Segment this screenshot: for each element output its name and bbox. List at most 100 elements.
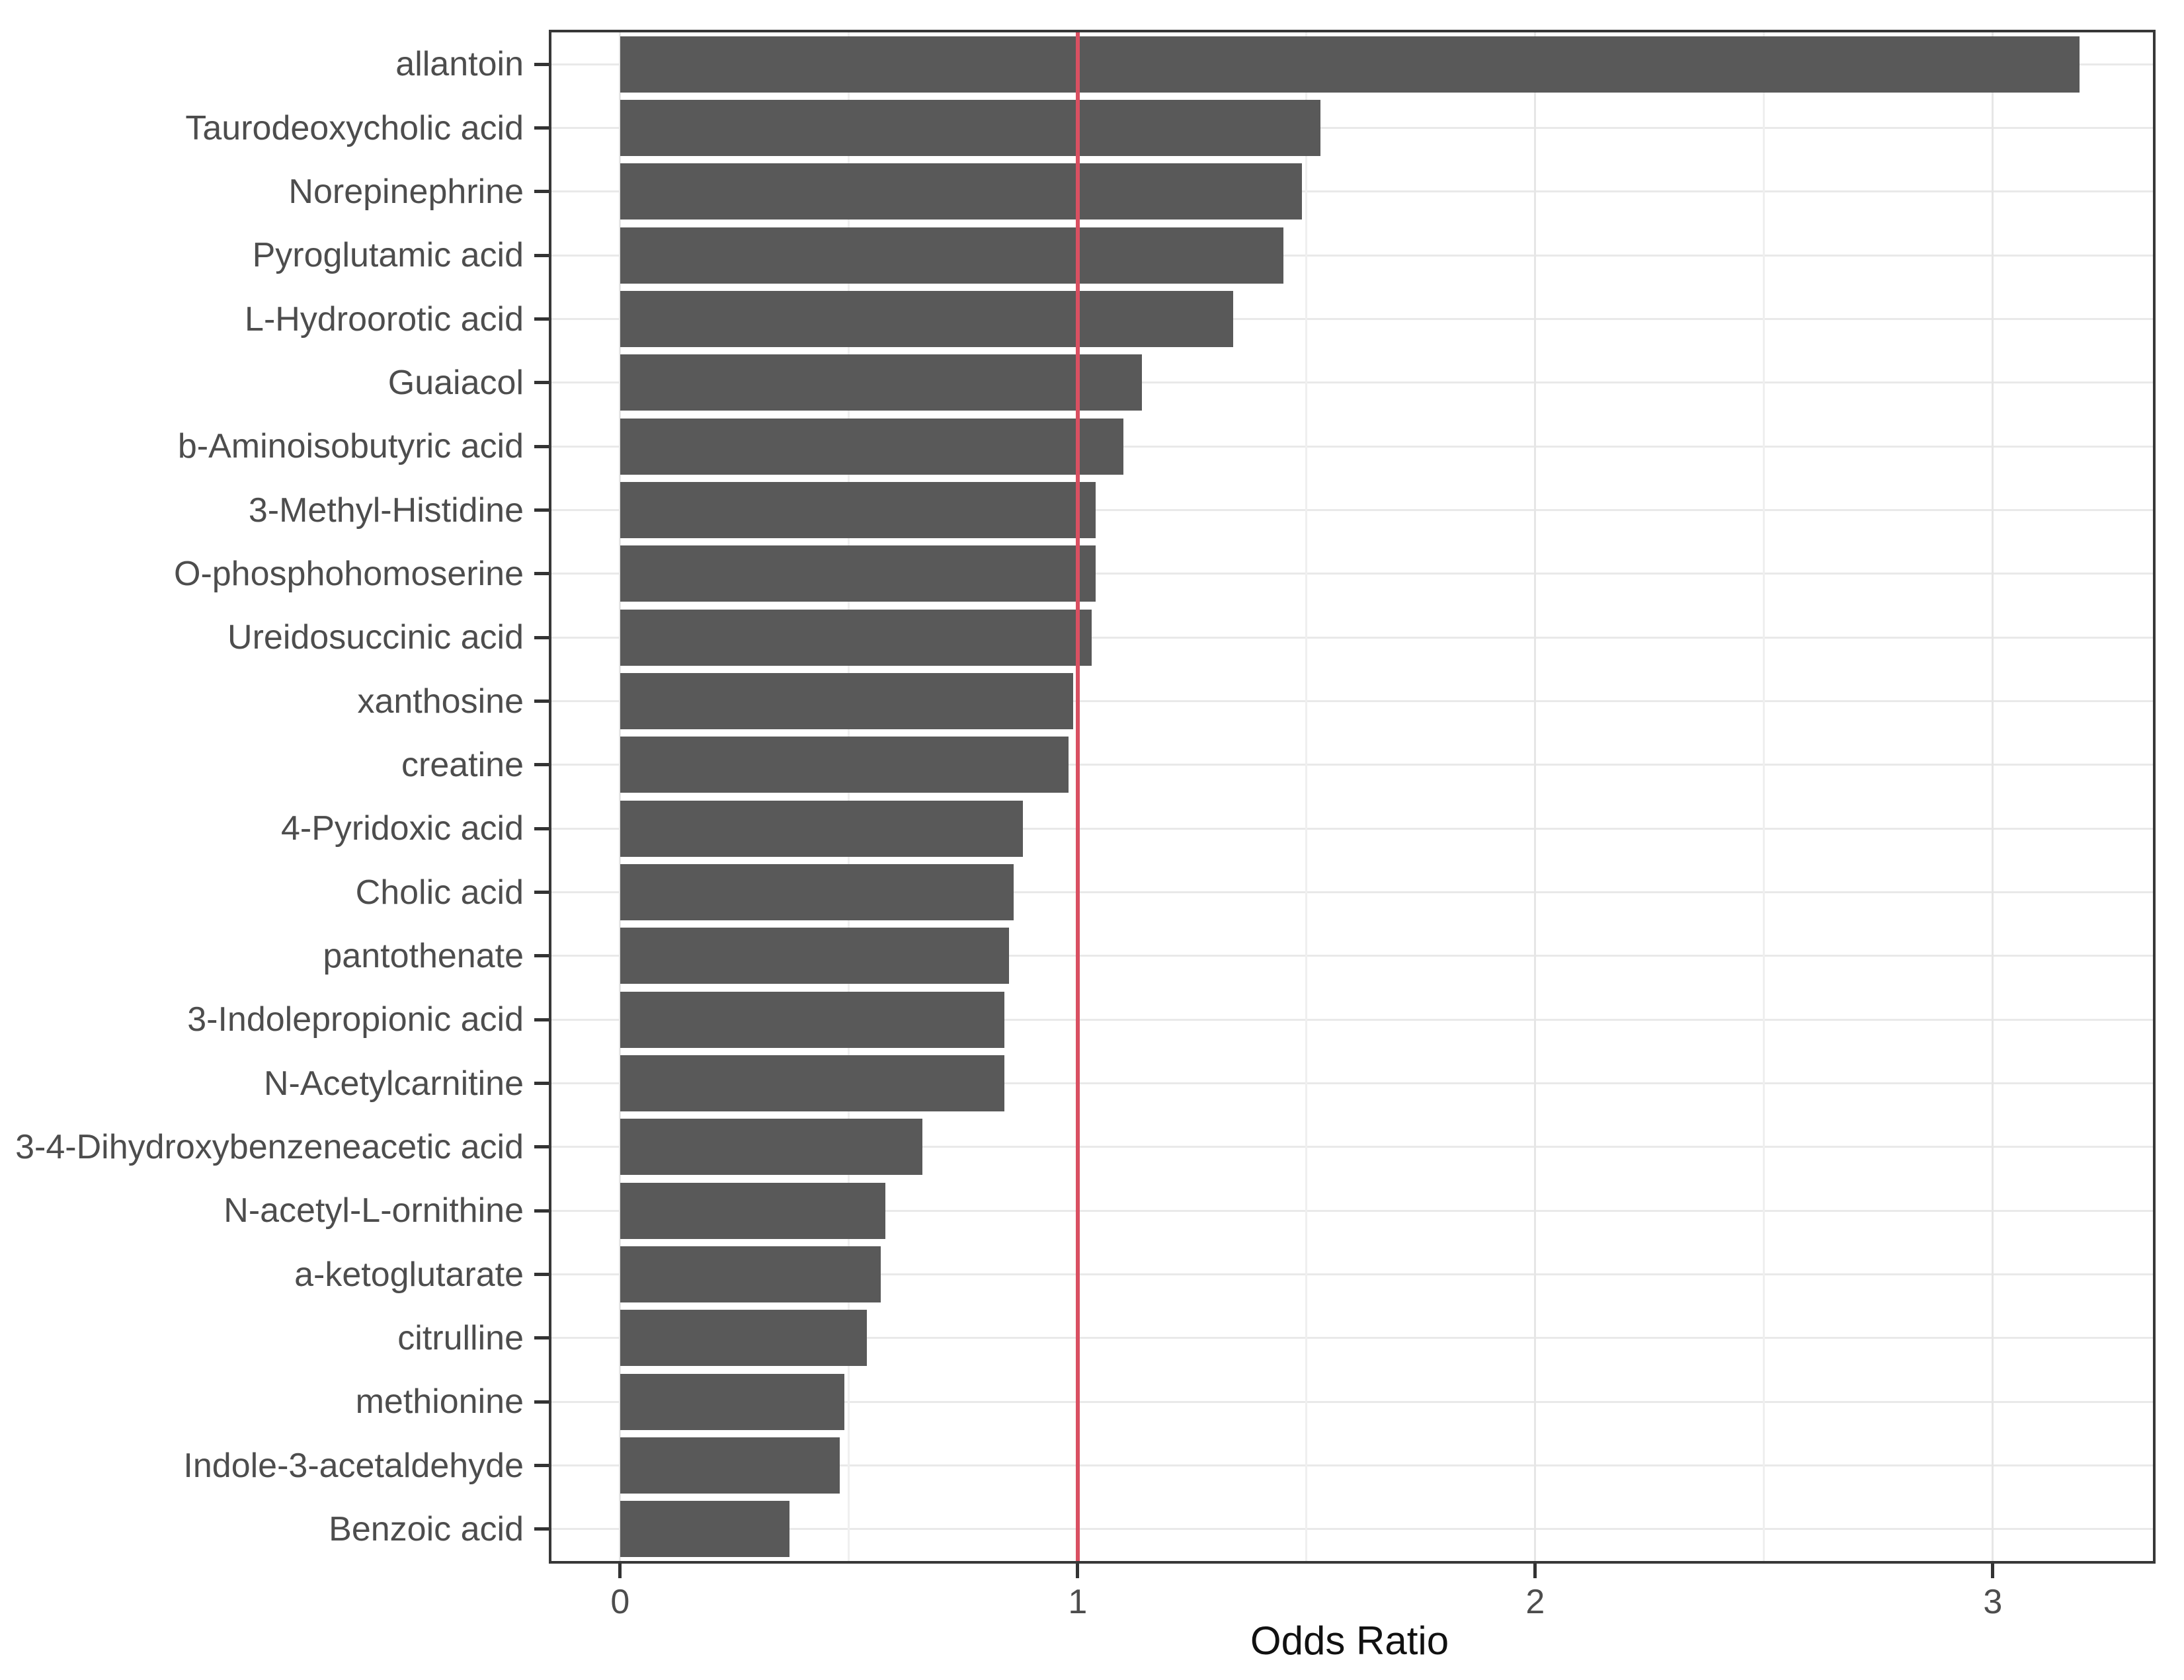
category-label: allantoin [395, 45, 524, 84]
plot-panel [549, 30, 2156, 1564]
horizontal-gridline [551, 254, 2153, 257]
bar [620, 1119, 922, 1176]
y-axis-tick [534, 1082, 549, 1085]
category-label: Norepinephrine [288, 172, 524, 211]
vertical-major-gridline [1534, 32, 1537, 1561]
y-axis-tick [534, 635, 549, 639]
horizontal-gridline [551, 1273, 2153, 1275]
bar [620, 482, 1096, 538]
y-axis-tick [534, 1273, 549, 1276]
y-axis-tick [534, 62, 549, 66]
x-axis-title: Odds Ratio [1250, 1619, 1449, 1663]
horizontal-gridline [551, 1209, 2153, 1212]
category-label: a-ketoglutarate [294, 1255, 524, 1294]
category-label: Guaiacol [387, 363, 524, 402]
x-tick-label: 2 [1525, 1583, 1545, 1621]
y-axis-tick [534, 317, 549, 321]
y-axis-tick [534, 1145, 549, 1149]
horizontal-gridline [551, 636, 2153, 639]
bar [620, 864, 1014, 920]
bar [620, 354, 1142, 411]
horizontal-gridline [551, 1018, 2153, 1021]
vertical-major-gridline [619, 32, 622, 1561]
horizontal-gridline [551, 190, 2153, 193]
category-label: N-Acetylcarnitine [263, 1064, 524, 1103]
bar [620, 1246, 881, 1302]
reference-line [1075, 32, 1080, 1561]
horizontal-gridline [551, 1082, 2153, 1084]
horizontal-gridline [551, 955, 2153, 957]
horizontal-gridline [551, 509, 2153, 511]
y-axis-tick [534, 1464, 549, 1467]
category-label: Pyroglutamic acid [252, 236, 524, 275]
x-tick-label: 1 [1068, 1583, 1088, 1621]
category-label: N-acetyl-L-ornithine [223, 1191, 524, 1230]
category-label: Indole-3-acetaldehyde [183, 1446, 524, 1485]
x-axis-tick [1533, 1564, 1537, 1578]
y-axis-tick [534, 572, 549, 576]
y-axis-tick [534, 826, 549, 830]
bar [620, 737, 1069, 793]
horizontal-gridline [551, 1528, 2153, 1531]
category-label: citrulline [397, 1318, 524, 1357]
category-label: Ureidosuccinic acid [227, 618, 524, 657]
bar [620, 1373, 844, 1430]
horizontal-gridline [551, 827, 2153, 830]
bar [620, 418, 1123, 475]
category-label: pantothenate [323, 936, 524, 975]
y-axis-tick [534, 126, 549, 130]
bar [620, 609, 1092, 666]
category-label: xanthosine [357, 682, 524, 721]
x-tick-label: 0 [610, 1583, 630, 1621]
category-label: methionine [355, 1382, 524, 1421]
y-axis-tick [534, 891, 549, 894]
y-axis-tick [534, 253, 549, 257]
category-label: b-Aminoisobutyric acid [177, 427, 524, 466]
y-axis-tick [534, 954, 549, 958]
y-axis-tick [534, 763, 549, 767]
x-axis-tick [618, 1564, 622, 1578]
y-axis-tick [534, 1209, 549, 1213]
horizontal-gridline [551, 573, 2153, 575]
bar [620, 1501, 789, 1558]
bar [620, 100, 1320, 156]
category-label: L-Hydroorotic acid [245, 300, 524, 339]
horizontal-gridline [551, 700, 2153, 702]
y-axis-tick [534, 1400, 549, 1404]
category-label: 3-Indolepropionic acid [187, 1000, 524, 1039]
vertical-minor-gridline [1305, 32, 1308, 1561]
horizontal-gridline [551, 764, 2153, 766]
y-axis-tick [534, 381, 549, 385]
category-label: 3-4-Dihydroxybenzeneacetic acid [15, 1127, 524, 1166]
bar [620, 1182, 886, 1239]
bar [620, 800, 1023, 857]
vertical-minor-gridline [848, 32, 850, 1561]
category-label: 4-Pyridoxic acid [280, 809, 524, 848]
bar [620, 163, 1302, 220]
x-axis-tick [1991, 1564, 1995, 1578]
category-label: creatine [401, 745, 524, 784]
y-axis-tick [534, 444, 549, 448]
vertical-minor-gridline [1763, 32, 1765, 1561]
y-axis-tick [534, 700, 549, 703]
y-axis-tick [534, 508, 549, 512]
bar [620, 291, 1234, 347]
category-label: O-phosphohomoserine [174, 554, 524, 593]
bar [620, 1055, 1005, 1111]
vertical-major-gridline [1992, 32, 1994, 1561]
horizontal-gridline [551, 381, 2153, 384]
x-axis-tick [1076, 1564, 1080, 1578]
y-axis-tick [534, 1527, 549, 1531]
horizontal-gridline [551, 127, 2153, 129]
bar [620, 991, 1005, 1048]
y-axis-tick [534, 1336, 549, 1340]
category-label: Taurodeoxycholic acid [185, 108, 524, 147]
horizontal-gridline [551, 1464, 2153, 1466]
y-axis-tick [534, 190, 549, 194]
category-label: Benzoic acid [329, 1509, 524, 1548]
bar [620, 1437, 840, 1494]
horizontal-gridline [551, 1337, 2153, 1340]
bar [620, 227, 1284, 284]
category-label: Cholic acid [355, 873, 524, 912]
